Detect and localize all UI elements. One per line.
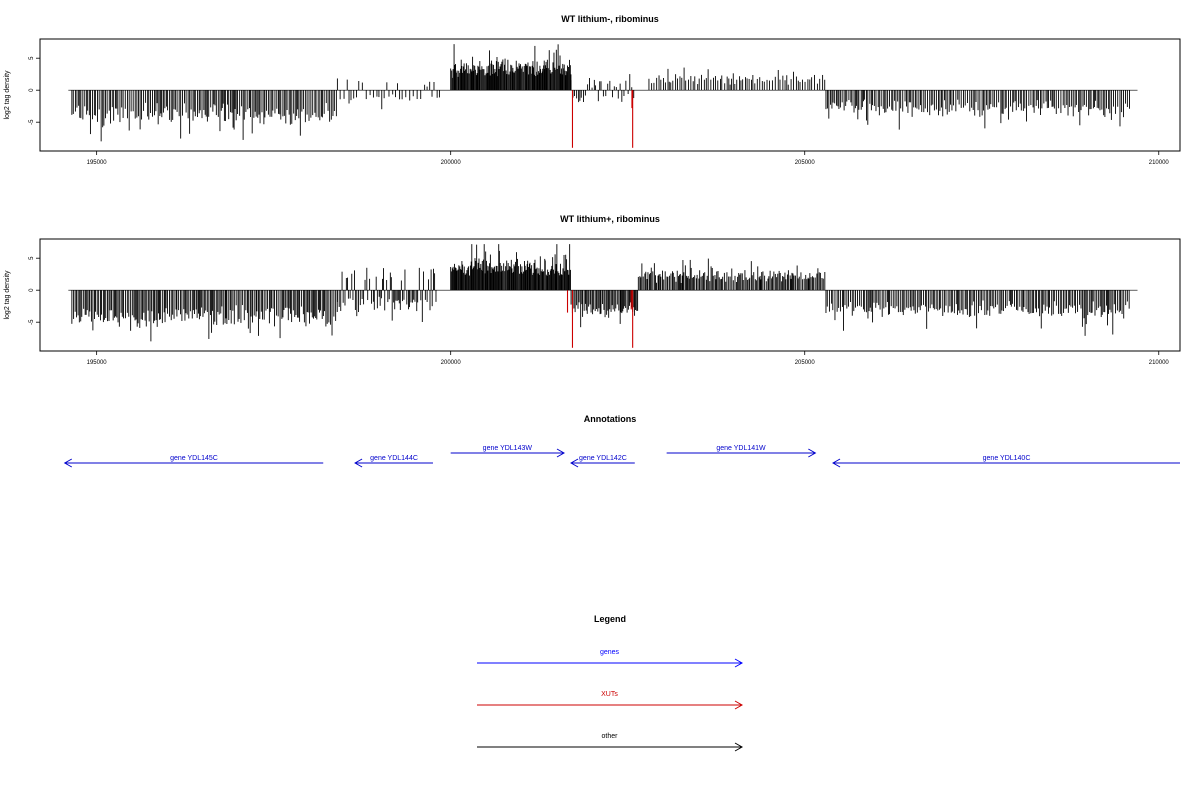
chart-title: WT lithium+, ribominus: [560, 214, 660, 224]
legend-item: other: [477, 733, 744, 752]
legend-arrowhead: [734, 700, 744, 710]
gene-arrowhead: [832, 458, 841, 468]
y-axis-label: log2 tag density: [4, 70, 11, 120]
gene-label: gene YDL143W: [483, 445, 533, 452]
gene-label: gene YDL140C: [983, 455, 1031, 462]
x-tick-label: 195000: [87, 360, 108, 366]
gene-label: gene YDL145C: [170, 455, 218, 462]
axes-group: 195000 200000 205000 210000 -5 0 5: [29, 256, 1169, 366]
y-tick-label: -5: [29, 119, 35, 125]
x-tick-label: 195000: [87, 160, 108, 166]
gene-annotation: gene YDL145C: [63, 455, 324, 468]
y-tick-label: 5: [29, 56, 35, 60]
legend-label: genes: [600, 649, 620, 656]
x-tick-label: 200000: [441, 160, 462, 166]
bars-group: [68, 44, 1138, 148]
legend-label: other: [602, 733, 619, 740]
x-tick-label: 200000: [441, 360, 462, 366]
gene-annotation: gene YDL141W: [666, 445, 817, 458]
x-tick-label: 205000: [795, 160, 816, 166]
legend-item: genes: [477, 649, 744, 668]
legend-title: Legend: [594, 614, 626, 624]
gene-arrowhead: [808, 448, 817, 458]
bars-group: [68, 244, 1138, 348]
legend: Legend genes XUTs other: [477, 614, 744, 752]
legend-arrowhead: [734, 658, 744, 668]
genes-group: gene YDL145C gene YDL144C gene YDL143W gene…: [63, 445, 1180, 468]
legend-arrowhead: [734, 742, 744, 752]
gene-label: gene YDL144C: [370, 455, 418, 462]
panel-wt-lithium-minus: WT lithium-, ribominus log2 tag density …: [4, 14, 1181, 166]
gene-label: gene YDL142C: [579, 455, 627, 462]
x-tick-label: 210000: [1149, 360, 1170, 366]
x-tick-label: 210000: [1149, 160, 1170, 166]
panel-wt-lithium-plus: WT lithium+, ribominus log2 tag density …: [4, 214, 1181, 366]
y-tick-label: 0: [29, 288, 35, 292]
annotations-title: Annotations: [584, 414, 637, 424]
y-tick-label: 5: [29, 256, 35, 260]
y-tick-label: 0: [29, 88, 35, 92]
y-axis-label: log2 tag density: [4, 270, 11, 320]
gene-annotation: gene YDL143W: [450, 445, 565, 458]
gene-label: gene YDL141W: [716, 445, 766, 452]
legend-items: genes XUTs other: [477, 649, 744, 752]
legend-label: XUTs: [601, 691, 618, 698]
gene-arrowhead: [63, 458, 73, 468]
legend-item: XUTs: [477, 691, 744, 710]
gene-annotation: gene YDL140C: [832, 455, 1180, 468]
y-tick-label: -5: [29, 319, 35, 325]
gene-annotation: gene YDL142C: [570, 455, 635, 468]
gene-arrowhead: [556, 448, 565, 458]
gene-annotation: gene YDL144C: [354, 455, 433, 468]
axes-group: 195000 200000 205000 210000 -5 0 5: [29, 56, 1169, 166]
annotations-track: Annotations gene YDL145C gene YDL144Cgene…: [63, 414, 1180, 468]
gene-arrowhead: [354, 458, 363, 468]
x-tick-label: 205000: [795, 360, 816, 366]
gene-arrowhead: [570, 458, 579, 468]
chart-title: WT lithium-, ribominus: [561, 14, 659, 24]
